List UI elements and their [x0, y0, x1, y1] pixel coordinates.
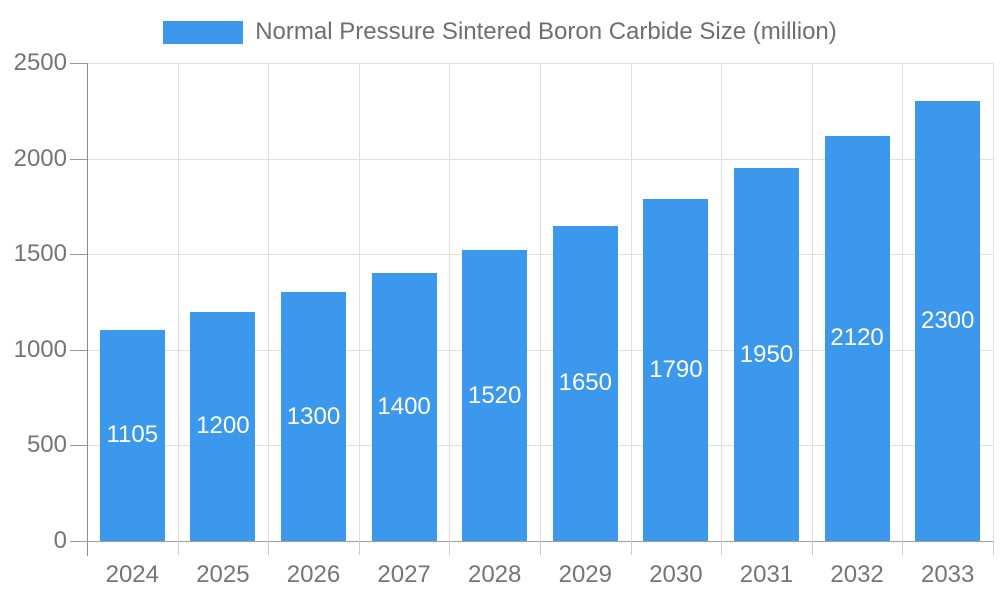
x-tick-label: 2026 [286, 561, 341, 588]
bar-value-label: 2300 [920, 307, 975, 335]
v-gridline [993, 63, 994, 541]
chart-legend[interactable]: Normal Pressure Sintered Boron Carbide S… [0, 18, 1000, 46]
x-tick [177, 541, 179, 555]
y-tick [70, 445, 87, 447]
bar-value-label: 1790 [649, 355, 703, 383]
y-tick [70, 349, 87, 351]
bar-2025[interactable] [190, 311, 256, 541]
v-gridline [449, 63, 451, 541]
y-tick-label: 500 [26, 431, 67, 459]
v-gridline [540, 63, 541, 541]
x-tick [630, 541, 632, 555]
bar-2027[interactable] [371, 273, 437, 541]
bar-2029[interactable] [552, 225, 618, 542]
x-tick [993, 541, 994, 555]
x-tick [540, 541, 541, 555]
x-tick [811, 541, 813, 555]
x-tick-label: 2028 [467, 561, 522, 588]
bar-value-label: 1300 [286, 402, 341, 430]
y-tick-label: 2000 [13, 144, 67, 172]
v-gridline [630, 63, 632, 541]
y-tick [70, 158, 87, 160]
y-tick [70, 541, 87, 542]
bar-2032[interactable] [824, 135, 890, 541]
bar-value-label: 1520 [467, 381, 522, 409]
v-gridline [177, 63, 179, 541]
bar-2026[interactable] [281, 292, 346, 542]
bar-value-label: 1105 [106, 421, 159, 449]
x-tick-label: 2031 [739, 561, 794, 588]
x-tick [358, 541, 360, 555]
x-tick-label: 2025 [196, 561, 250, 588]
x-axis-line [70, 541, 993, 542]
x-tick-label: 2030 [649, 561, 703, 588]
v-gridline [902, 63, 904, 541]
bar-value-label: 2120 [830, 324, 884, 352]
x-tick-label: 2029 [558, 561, 612, 588]
bar-value-label: 1650 [558, 369, 612, 397]
y-tick-label: 1500 [13, 240, 67, 268]
y-tick-label: 0 [53, 527, 67, 554]
bar-value-label: 1950 [739, 340, 794, 368]
legend-label: Normal Pressure Sintered Boron Carbide S… [255, 18, 837, 45]
x-tick [721, 541, 723, 555]
x-tick-label: 2033 [920, 561, 975, 588]
v-gridline [721, 63, 723, 541]
y-tick-label: 1000 [13, 335, 67, 363]
x-tick [268, 541, 270, 555]
x-tick-label: 2027 [377, 561, 431, 588]
y-axis-line [87, 63, 88, 556]
y-tick [70, 63, 87, 64]
bar-value-label: 1400 [377, 393, 431, 421]
bar-2024[interactable] [99, 329, 165, 542]
bar-2031[interactable] [734, 168, 799, 541]
y-tick [70, 254, 87, 256]
x-tick [449, 541, 451, 555]
bar-2028[interactable] [462, 250, 528, 541]
bar-2033[interactable] [915, 101, 981, 542]
bar-value-label: 1200 [196, 412, 250, 440]
v-gridline [268, 63, 270, 541]
bar-2030[interactable] [643, 198, 709, 541]
legend-swatch [163, 20, 244, 44]
v-gridline [358, 63, 360, 541]
x-tick [902, 541, 904, 555]
x-tick-label: 2032 [830, 561, 884, 588]
x-tick-label: 2024 [105, 561, 159, 588]
y-tick-label: 2500 [13, 49, 67, 76]
v-gridline [811, 63, 813, 541]
